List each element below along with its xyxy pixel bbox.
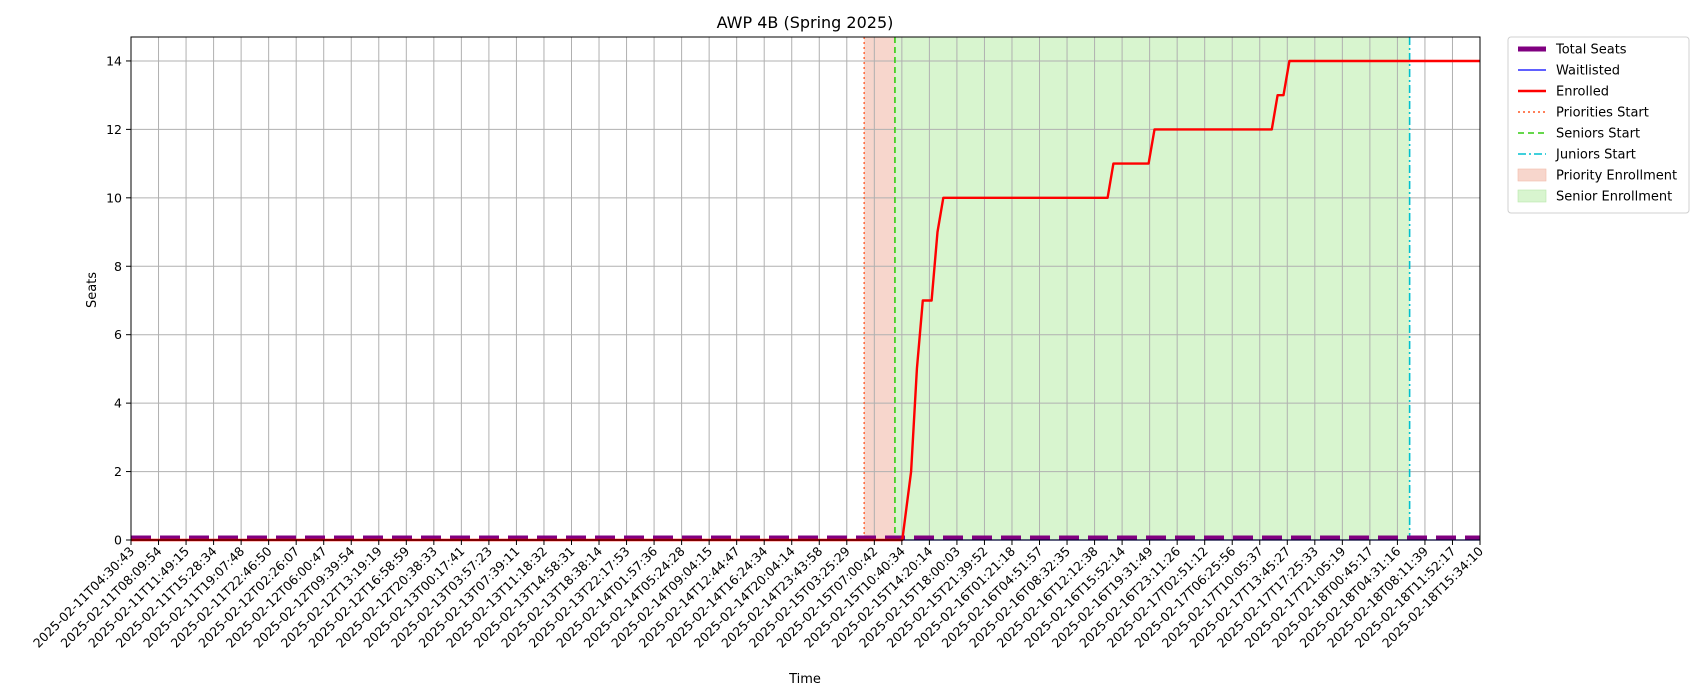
legend-label: Waitlisted (1556, 64, 1620, 79)
plot-frame (130, 36, 1481, 541)
series-line-2 (131, 59, 1480, 542)
legend-label: Priorities Start (1556, 106, 1649, 121)
y-tick-label: 0 (114, 533, 122, 548)
y-tick-label: 10 (106, 190, 122, 205)
plot-area: 024681012142025-02-11T04:30:432025-02-11… (30, 36, 1486, 651)
legend-label: Priority Enrollment (1556, 169, 1677, 184)
legend-label: Senior Enrollment (1556, 190, 1672, 205)
shaded-region-1 (894, 37, 1410, 540)
y-axis-label: Seats (85, 272, 100, 308)
legend-box (1507, 36, 1690, 214)
legend-label: Enrolled (1556, 85, 1609, 100)
legend-swatch-senior-enrollment (1517, 189, 1547, 203)
y-tick-label: 2 (114, 464, 122, 479)
x-axis-label: Time (788, 672, 821, 687)
legend-label: Juniors Start (1555, 148, 1636, 163)
legend-swatch-priority-enrollment (1517, 168, 1547, 182)
y-tick-label: 8 (114, 259, 122, 274)
y-tick-label: 6 (114, 327, 122, 342)
legend-label: Seniors Start (1556, 127, 1640, 142)
y-tick-label: 12 (106, 122, 122, 137)
shaded-region-0 (864, 37, 895, 540)
y-tick-label: 14 (106, 53, 122, 68)
chart-title: AWP 4B (Spring 2025) (717, 13, 894, 32)
legend: Total Seats Waitlisted Enrolled Priorities … (1507, 36, 1690, 214)
legend-label: Total Seats (1555, 43, 1627, 58)
y-tick-label: 4 (114, 396, 122, 411)
